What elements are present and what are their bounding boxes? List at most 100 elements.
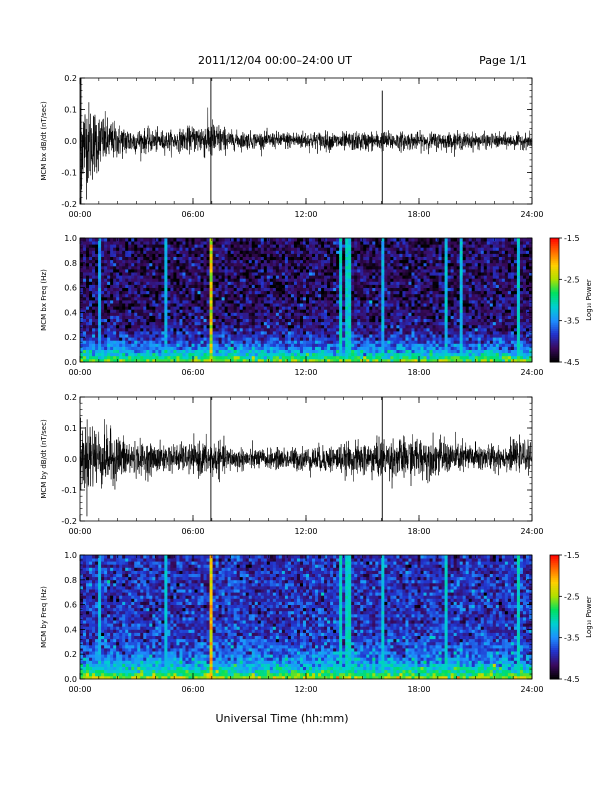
spectrogram-cell [303, 300, 306, 304]
spectrogram-cell [222, 325, 225, 329]
spectrogram-cell [164, 260, 167, 264]
spectrogram-cell [270, 260, 273, 264]
spectrogram-cell [279, 334, 282, 338]
spectrogram-cell [258, 275, 261, 279]
spectrogram-cell [442, 272, 445, 276]
spectrogram-cell [421, 306, 424, 310]
spectrogram-cell [378, 263, 381, 267]
spectrogram-cell [342, 260, 345, 264]
spectrogram-cell [333, 266, 336, 270]
spectrogram-cell [176, 294, 179, 298]
spectrogram-cell [402, 291, 405, 295]
spectrogram-cell [149, 263, 152, 267]
spectrogram-cell [86, 244, 89, 248]
spectrogram-cell [146, 263, 149, 267]
spectrogram-cell [354, 309, 357, 313]
spectrogram-cell [360, 306, 363, 310]
spectrogram-cell [210, 244, 213, 248]
spectrogram-cell [360, 353, 363, 357]
spectrogram-cell [330, 269, 333, 273]
spectrogram-cell [237, 347, 240, 351]
spectrogram-cell [89, 257, 92, 261]
spectrogram-cell [137, 300, 140, 304]
spectrogram-cell [366, 250, 369, 254]
spectrogram-cell [424, 316, 427, 320]
spectrogram-cell [436, 334, 439, 338]
spectrogram-cell [390, 285, 393, 289]
spectrogram-cell [255, 244, 258, 248]
spectrogram-cell [231, 275, 234, 279]
spectrogram-cell [276, 312, 279, 316]
spectrogram-cell [140, 275, 143, 279]
spectrogram-cell [228, 334, 231, 338]
spectrogram-cell [164, 247, 167, 251]
spectrogram-cell [182, 331, 185, 335]
spectrogram-cell [149, 257, 152, 261]
spectrogram-cell [98, 269, 101, 273]
spectrogram-cell [264, 356, 267, 360]
spectrogram-cell [179, 241, 182, 245]
spectrogram-cell [101, 254, 104, 258]
spectrogram-cell [354, 322, 357, 326]
spectrogram-cell [300, 319, 303, 323]
spectrogram-cell [363, 331, 366, 335]
spectrogram-cell [119, 343, 122, 347]
spectrogram-cell [424, 306, 427, 310]
spectrogram-cell [333, 322, 336, 326]
spectrogram-cell [417, 350, 420, 354]
spectrogram-cell [336, 309, 339, 313]
spectrogram-cell [219, 325, 222, 329]
spectrogram-cell [240, 272, 243, 276]
spectrogram-cell [185, 247, 188, 251]
spectrogram-cell [219, 244, 222, 248]
spectrogram-cell [300, 297, 303, 301]
spectrogram-cell [357, 278, 360, 282]
spectrogram-cell [213, 288, 216, 292]
spectrogram-cell [324, 241, 327, 245]
spectrogram-cell [249, 303, 252, 307]
spectrogram-cell [279, 254, 282, 258]
spectrogram-cell [222, 300, 225, 304]
spectrogram-cell [276, 238, 279, 242]
spectrogram-cell [291, 244, 294, 248]
spectrogram-cell [158, 312, 161, 316]
spectrogram-cell [348, 331, 351, 335]
spectrogram-cell [405, 285, 408, 289]
spectrogram-cell [427, 343, 430, 347]
spectrogram-cell [107, 328, 110, 332]
spectrogram-cell [306, 337, 309, 341]
spectrogram-cell [149, 316, 152, 320]
spectrogram-cell [393, 244, 396, 248]
spectrogram-cell [369, 291, 372, 295]
spectrogram-cell [188, 266, 191, 270]
spectrogram-cell [164, 347, 167, 351]
spectrogram-cell [201, 300, 204, 304]
spectrogram-cell [207, 353, 210, 357]
spectrogram-cell [402, 260, 405, 264]
spectrogram-cell [390, 291, 393, 295]
spectrogram-cell [204, 281, 207, 285]
spectrogram-cell [149, 337, 152, 341]
spectrogram-cell [375, 266, 378, 270]
spectrogram-cell [246, 319, 249, 323]
spectrogram-cell [201, 347, 204, 351]
spectrogram-cell [161, 319, 164, 323]
spectrogram-cell [411, 294, 414, 298]
spectrogram-cell [366, 244, 369, 248]
spectrogram-cell [89, 303, 92, 307]
spectrogram-cell [182, 343, 185, 347]
spectrogram-cell [198, 244, 201, 248]
spectrogram-cell [161, 328, 164, 332]
spectrogram-cell [92, 297, 95, 301]
spectrogram-cell [339, 238, 342, 242]
spectrogram-cell [297, 353, 300, 357]
spectrogram-cell [204, 303, 207, 307]
spectrogram-cell [158, 300, 161, 304]
spectrogram-cell [315, 331, 318, 335]
spectrogram-cell [291, 303, 294, 307]
spectrogram-cell [264, 306, 267, 310]
spectrogram-cell [83, 343, 86, 347]
spectrogram-cell [424, 300, 427, 304]
spectrogram-cell [210, 288, 213, 292]
spectrogram-cell [309, 343, 312, 347]
